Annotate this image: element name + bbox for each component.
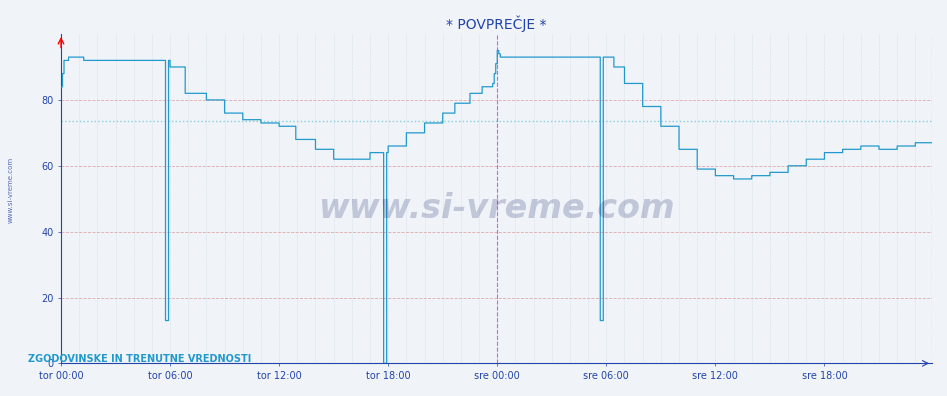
Title: * POVPREČJE *: * POVPREČJE *: [446, 15, 546, 32]
Text: ZGODOVINSKE IN TRENUTNE VREDNOSTI: ZGODOVINSKE IN TRENUTNE VREDNOSTI: [28, 354, 252, 364]
Text: www.si-vreme.com: www.si-vreme.com: [318, 192, 675, 225]
Text: www.si-vreme.com: www.si-vreme.com: [8, 157, 13, 223]
